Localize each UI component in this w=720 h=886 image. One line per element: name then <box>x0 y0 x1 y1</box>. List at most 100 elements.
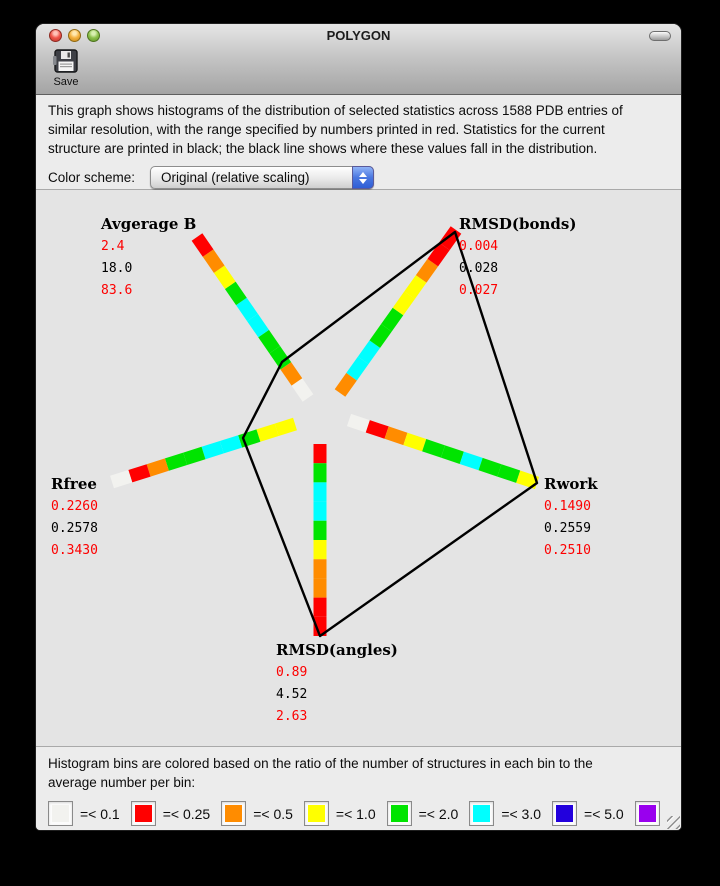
histogram-bin-segment <box>219 435 243 454</box>
stat-range-high: 0.027 <box>459 283 499 298</box>
legend-bin-label: =< 2.0 <box>418 805 459 822</box>
histogram-bin-segment <box>403 432 427 452</box>
histogram-bin-segment <box>422 439 446 458</box>
distribution-polygon-line <box>241 230 539 638</box>
save-button-label: Save <box>53 76 79 88</box>
histogram-bin-segment <box>392 291 415 316</box>
stat-current-value: 0.2559 <box>544 521 591 536</box>
histogram-bin-segment <box>516 470 540 490</box>
color-scheme-selected-value: Original (relative scaling) <box>161 170 310 185</box>
histogram-bin-segment <box>201 441 224 460</box>
popup-stepper-icon[interactable] <box>352 166 374 189</box>
histogram-bin-segment <box>191 233 214 257</box>
description-text: similar resolution, with the range speci… <box>48 122 605 137</box>
legend-bin-swatch <box>130 801 156 826</box>
description-panel: This graph shows histograms of the distr… <box>36 95 681 190</box>
polygon-plot <box>110 226 540 638</box>
stat-current-value: 4.52 <box>276 687 308 702</box>
histogram-bin-segment <box>258 329 281 354</box>
legend-bin-color <box>134 805 152 822</box>
legend-bin-label: =< 0.25 <box>162 805 211 822</box>
stat-label: Rfree <box>51 475 97 493</box>
legend-panel: Histogram bins are colored based on the … <box>36 746 681 830</box>
histogram-bin-segment <box>346 356 369 381</box>
save-floppy-icon <box>44 48 88 75</box>
legend-bin-color <box>307 805 325 822</box>
histogram-bin-segment <box>384 426 408 446</box>
window-title: POLYGON <box>326 28 391 43</box>
histogram-bin-segment <box>346 413 370 433</box>
histogram-bin-segment <box>357 340 381 365</box>
legend-text: average number per bin: <box>48 775 196 790</box>
description-text: structure are printed in black; the blac… <box>48 141 598 156</box>
save-button[interactable]: Save <box>44 48 88 88</box>
stat-range-low: 0.2260 <box>51 499 98 514</box>
stat-range-low: 0.004 <box>459 239 499 254</box>
histogram-bin-segment <box>280 362 303 386</box>
window-chrome: POLYGON Save <box>36 24 681 95</box>
histogram-bin-segment <box>440 445 464 464</box>
polygon-window: POLYGON Save T <box>36 24 681 830</box>
histogram-bin-segment <box>274 417 297 436</box>
legend-bin-label: =< 5.0 <box>584 805 624 822</box>
toolbar-toggle-button[interactable] <box>649 31 671 41</box>
zoom-button[interactable] <box>87 29 100 42</box>
stat-avgerage-b: Avgerage B 2.4 18.0 83.6 <box>101 215 196 302</box>
legend-bin-color <box>390 805 408 822</box>
legend-bin-label: =< 0.1 <box>80 805 120 822</box>
legend-bin-label: =< 1.0 <box>335 805 376 822</box>
legend-bin-swatch <box>303 801 329 826</box>
histogram-bin-segment <box>213 265 236 289</box>
resize-grip[interactable] <box>667 816 680 829</box>
histogram-bin-segment <box>256 423 279 442</box>
stat-range-high: 0.3430 <box>51 543 98 558</box>
histogram-bin-segment <box>236 297 258 322</box>
histogram-bin-segment <box>164 452 188 471</box>
histogram-bin-segment <box>427 242 450 267</box>
histogram-bin-segment <box>497 464 521 483</box>
stat-range-high: 0.2510 <box>544 543 591 558</box>
histogram-bin-segment <box>269 346 292 370</box>
color-scheme-select[interactable]: Original (relative scaling) <box>150 166 374 189</box>
legend-bin-swatch <box>469 801 495 826</box>
stat-rfree: Rfree 0.2260 0.2578 0.3430 <box>51 475 98 562</box>
toolbar: Save <box>44 48 88 88</box>
histogram-bin-segment <box>381 307 404 332</box>
legend-bin-swatch <box>221 801 247 826</box>
histogram-bin-segment <box>369 324 392 348</box>
legend-bin-swatch <box>386 801 412 826</box>
legend-bin-swatch <box>552 801 578 826</box>
stat-rwork: Rwork 0.1490 0.2559 0.2510 <box>544 475 598 562</box>
titlebar[interactable]: POLYGON <box>36 24 681 46</box>
histogram-bin-segment <box>183 446 206 465</box>
minimize-button[interactable] <box>68 29 81 42</box>
legend-bin-color <box>473 805 491 822</box>
histogram-bin-segment <box>291 378 314 402</box>
legend-bin-color <box>225 805 243 822</box>
plot-panel: Avgerage B 2.4 18.0 83.6 RMSD(bonds) 0.0… <box>36 190 681 746</box>
legend-bin-label: =< 3.0 <box>501 805 542 822</box>
histogram-bin-segment <box>415 258 439 283</box>
stat-label: RMSD(angles) <box>276 641 398 659</box>
legend-bin-swatch <box>48 801 73 826</box>
histogram-bin-segment <box>128 464 151 483</box>
histogram-bin-segment <box>146 458 169 477</box>
stat-range-low: 0.1490 <box>544 499 591 514</box>
description-text: This graph shows histograms of the distr… <box>48 103 623 118</box>
close-button[interactable] <box>49 29 62 42</box>
legend-bin-swatch <box>634 801 660 826</box>
histogram-bin-segment <box>365 420 389 439</box>
stat-range-high: 2.63 <box>276 709 308 724</box>
color-scheme-label: Color scheme: <box>48 170 136 185</box>
legend-bin-label: =< 0.5 <box>253 805 293 822</box>
stat-current-value: 0.2578 <box>51 521 98 536</box>
legend-text: Histogram bins are colored based on the … <box>48 756 593 771</box>
stat-current-value: 0.028 <box>459 261 499 276</box>
histogram-bin-segment <box>202 249 225 273</box>
histogram-bin-segment <box>478 457 502 477</box>
stat-range-low: 0.89 <box>276 665 308 680</box>
stat-rmsd-bonds: RMSD(bonds) 0.004 0.028 0.027 <box>459 215 576 302</box>
histogram-bin-segment <box>334 372 357 397</box>
stat-label: RMSD(bonds) <box>459 215 577 233</box>
histogram-bin-segment <box>224 281 247 306</box>
